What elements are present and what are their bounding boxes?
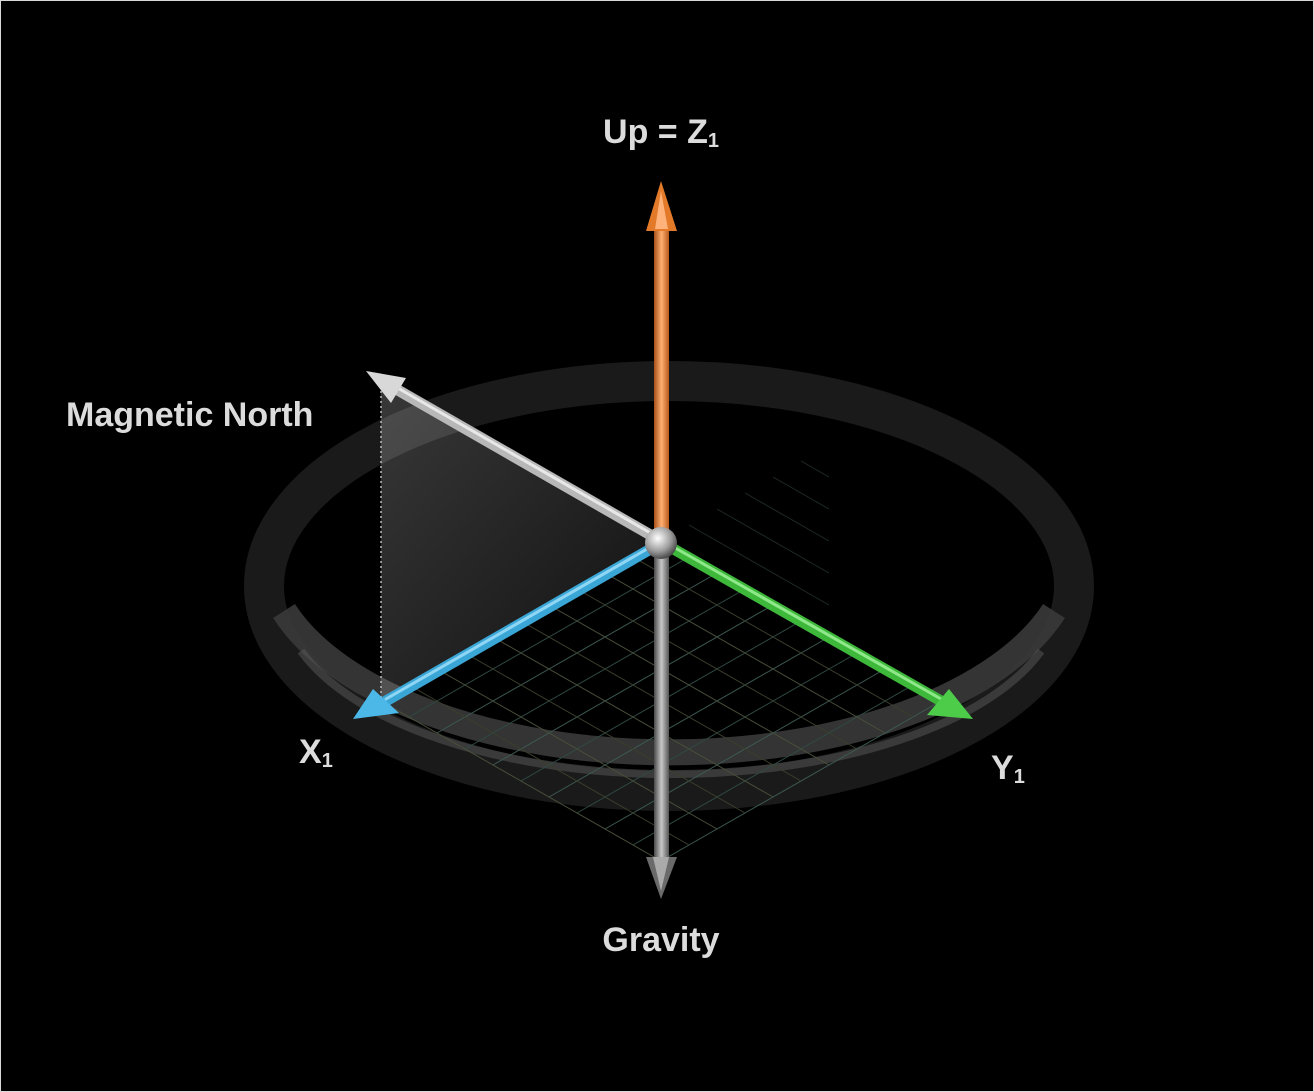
grid-line xyxy=(548,604,830,766)
gravity-arrow xyxy=(646,549,677,899)
grid-line xyxy=(744,492,830,542)
grid-line xyxy=(576,588,858,750)
north-projection-plane xyxy=(381,381,661,706)
y-axis-label: Y1 xyxy=(991,749,1025,788)
magnetic-north-arrow xyxy=(366,371,667,547)
up-z-arrow xyxy=(646,181,677,539)
up-z-label: Up = Z1 xyxy=(603,113,719,152)
x-axis-arrow xyxy=(353,537,667,719)
x-axis-label: X1 xyxy=(299,733,333,772)
y-axis-arrow xyxy=(657,537,973,719)
grid-line xyxy=(380,700,662,862)
floor-grid xyxy=(380,460,942,862)
grid-line xyxy=(408,684,690,846)
grid-line xyxy=(604,572,886,734)
grid-line xyxy=(632,556,914,718)
grid-line xyxy=(800,460,830,478)
grid-line xyxy=(716,508,830,574)
grid-line xyxy=(464,652,746,814)
origin-sphere xyxy=(645,527,677,559)
gravity-label: Gravity xyxy=(602,921,719,959)
magnetic-north-label: Magnetic North xyxy=(66,396,313,434)
grid-line xyxy=(772,476,830,510)
grid-line xyxy=(688,524,830,606)
grid-line xyxy=(436,668,718,830)
grid-line xyxy=(492,636,774,798)
